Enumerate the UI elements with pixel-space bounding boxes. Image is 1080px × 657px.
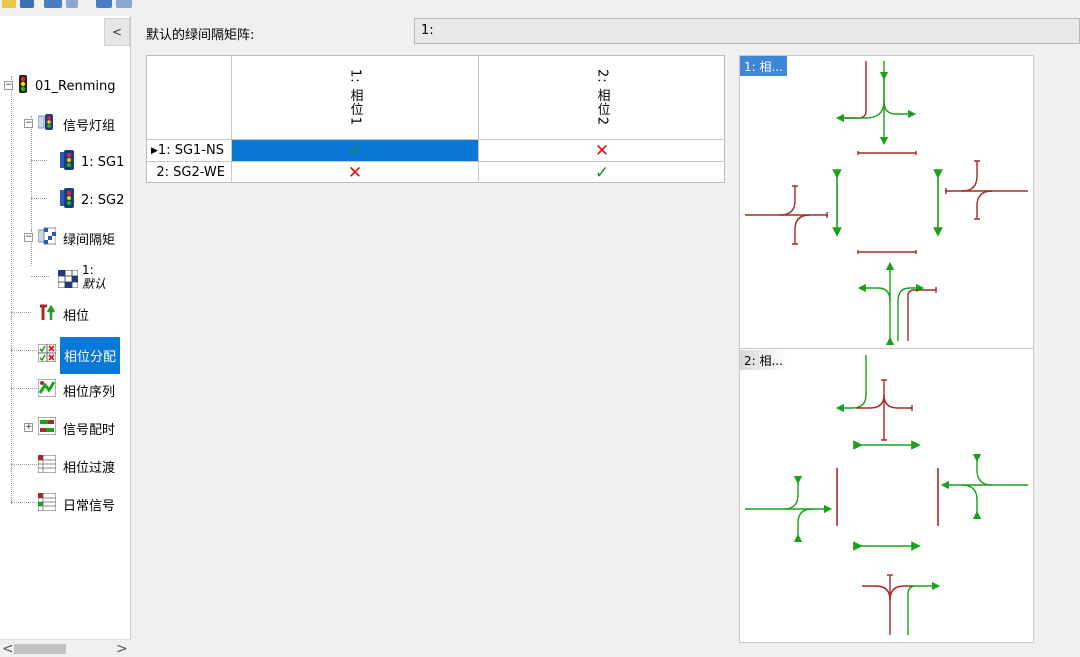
- scroll-left-arrow[interactable]: <: [2, 641, 14, 657]
- tree-item-daily-signal[interactable]: 日常信号: [37, 492, 118, 516]
- tree-horizontal-scrollbar[interactable]: < >: [0, 639, 131, 657]
- timing-chart-icon: [37, 416, 57, 439]
- column-header-label: 1: 相位1: [347, 68, 363, 127]
- phase-allocation-grid: 1: 相位1 2: 相位2 ▶ 1: SG1-NS ✓ ✕ 2: SG2-WE …: [146, 55, 725, 183]
- matrix-icon: [57, 269, 79, 292]
- tree-item-label: 2: SG2: [81, 192, 125, 208]
- tree-item-label: 相位: [63, 308, 90, 324]
- tree-item-phase-transition[interactable]: 相位过渡: [37, 454, 118, 478]
- tree-item-intergreen[interactable]: 绿间隔矩: [37, 226, 118, 250]
- undo-icon[interactable]: [44, 0, 62, 8]
- collapse-panel-button[interactable]: <: [104, 18, 130, 46]
- scroll-right-arrow[interactable]: >: [116, 641, 128, 657]
- grid-corner: [147, 56, 232, 140]
- tree-item-phase-sequence[interactable]: 相位序列: [37, 378, 118, 402]
- phase-diagram-title: 2: 相...: [740, 350, 787, 370]
- back-icon[interactable]: [96, 0, 112, 8]
- navigation-tree: − 01_Renming − 信号灯组 1: SG1 2: SG2: [0, 52, 131, 632]
- tree-item-label: 信号配时: [63, 422, 116, 438]
- intersection-phase-1-graphic: [745, 61, 1028, 346]
- tree-item-sg1[interactable]: 1: SG1: [60, 150, 127, 174]
- row-header-label: 2: SG2-WE: [156, 165, 225, 180]
- tree-item-number: 1:: [82, 263, 94, 277]
- intergreen-matrix-icon: [37, 227, 57, 249]
- save-icon[interactable]: [20, 0, 34, 8]
- allocation-cell[interactable]: ✕: [232, 162, 479, 183]
- phase-sequence-icon: [37, 378, 57, 401]
- tree-item-signal-groups[interactable]: 信号灯组: [37, 112, 118, 136]
- column-header-label: 2: 相位2: [594, 68, 610, 127]
- traffic-light-icon: [18, 75, 28, 97]
- tree-item-label: 相位分配: [60, 336, 121, 374]
- tree-item-label: 信号灯组: [63, 118, 116, 134]
- check-icon: ✓: [347, 140, 363, 161]
- tree-item-phase-allocation[interactable]: 相位分配: [37, 336, 121, 374]
- toolbar: [0, 0, 150, 8]
- transition-table-icon: [37, 454, 57, 477]
- cross-icon: ✕: [347, 162, 363, 183]
- row-header-sg1[interactable]: ▶ 1: SG1-NS: [147, 140, 232, 162]
- allocation-cell[interactable]: ✓: [232, 140, 479, 162]
- signal-head-icon: [60, 188, 74, 212]
- tree-item-label: 1: SG1: [81, 154, 125, 170]
- folder-icon[interactable]: [2, 0, 16, 8]
- tree-item-label: 01_Renming: [35, 78, 116, 94]
- tree-item-root[interactable]: 01_Renming: [18, 74, 119, 98]
- row-header-sg2[interactable]: 2: SG2-WE: [147, 162, 232, 183]
- row-header-label: 1: SG1-NS: [157, 143, 224, 158]
- phase-diagram-panel: 1: 相...: [739, 55, 1034, 643]
- intersection-phase-2-graphic: [745, 355, 1028, 635]
- intergreen-collapse-toggle[interactable]: −: [24, 232, 33, 242]
- phase-diagram-title: 1: 相...: [740, 56, 787, 76]
- phase-diagram-2[interactable]: 2: 相...: [740, 350, 1033, 642]
- signal-head-icon: [60, 150, 74, 174]
- tree-item-label: 日常信号: [63, 498, 116, 514]
- intergreen-matrix-select[interactable]: 1:: [414, 18, 1080, 44]
- column-header-phase-1[interactable]: 1: 相位1: [232, 56, 479, 140]
- tree-item-label: 相位过渡: [63, 460, 116, 476]
- tree-item-phases[interactable]: 相位: [38, 302, 92, 326]
- tree-item-label: 绿间隔矩: [63, 232, 116, 248]
- allocation-cell[interactable]: ✓: [479, 162, 725, 183]
- root-collapse-toggle[interactable]: −: [4, 80, 13, 90]
- redo-icon[interactable]: [66, 0, 78, 8]
- row-selected-marker: ▶: [151, 145, 158, 156]
- phase-diagram-1[interactable]: 1: 相...: [740, 56, 1033, 349]
- tree-item-intergreen-default[interactable]: 1: 默认: [57, 260, 107, 294]
- forward-icon[interactable]: [116, 0, 132, 8]
- allocation-cell[interactable]: ✕: [479, 140, 725, 162]
- tree-item-sg2[interactable]: 2: SG2: [60, 188, 127, 212]
- tree-panel: < − 01_Renming − 信号灯组: [0, 16, 131, 657]
- intergreen-matrix-label: 默认的绿间隔矩阵:: [146, 28, 255, 43]
- daily-schedule-icon: [37, 492, 57, 515]
- signal-timing-expand-toggle[interactable]: +: [24, 422, 33, 432]
- signal-groups-collapse-toggle[interactable]: −: [24, 118, 33, 128]
- tree-item-signal-timing[interactable]: 信号配时: [37, 416, 118, 440]
- tree-item-label: 默认: [82, 277, 107, 291]
- check-icon: ✓: [594, 162, 610, 183]
- tree-item-label: 相位序列: [63, 384, 116, 400]
- allocation-matrix-icon: [37, 343, 57, 366]
- column-header-phase-2[interactable]: 2: 相位2: [479, 56, 725, 140]
- phase-arrows-icon: [38, 303, 56, 325]
- signal-group-icon: [37, 113, 56, 135]
- cross-icon: ✕: [594, 140, 610, 161]
- scrollbar-thumb[interactable]: [14, 644, 66, 654]
